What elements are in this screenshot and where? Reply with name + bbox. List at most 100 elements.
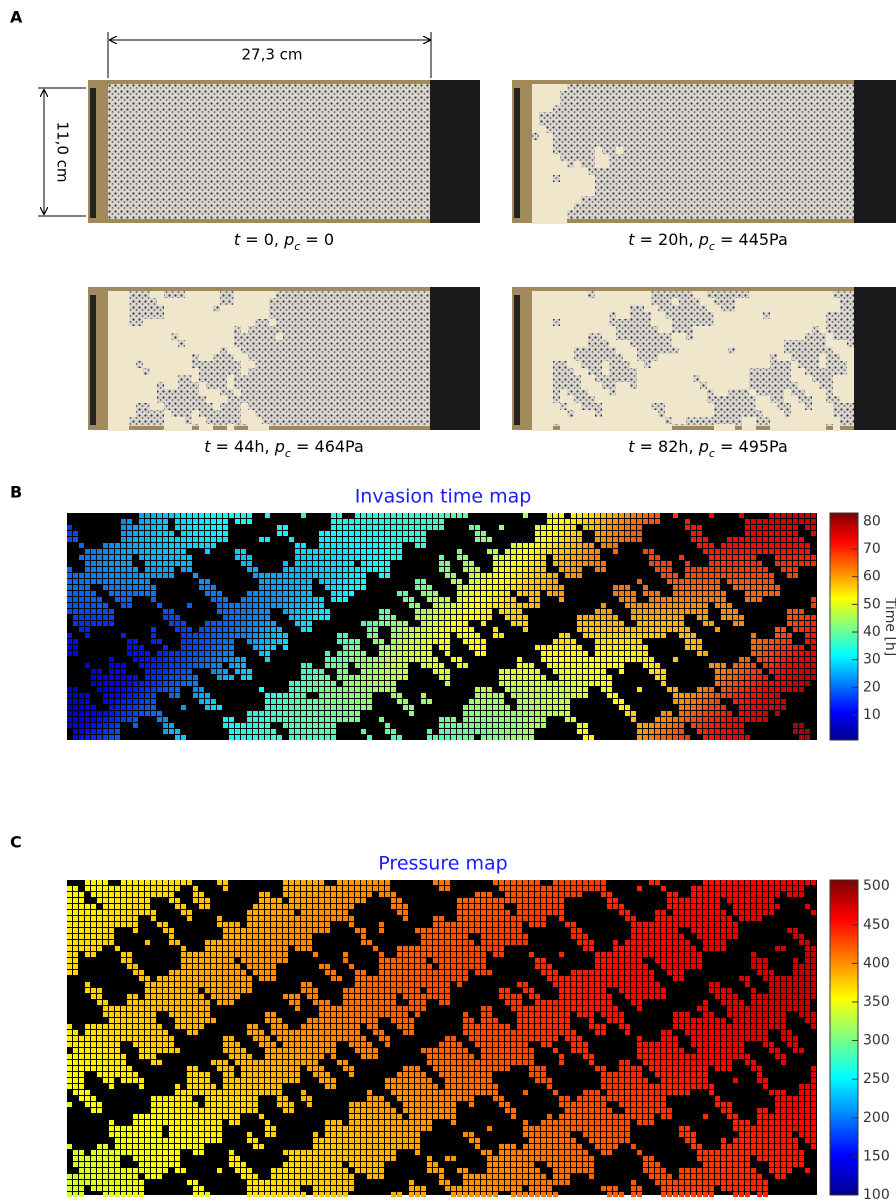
invaded bbox=[616, 382, 623, 389]
cluster bbox=[241, 1078, 246, 1083]
cluster bbox=[259, 645, 264, 650]
cluster bbox=[811, 651, 816, 656]
invaded bbox=[248, 424, 255, 431]
invaded bbox=[686, 382, 693, 389]
cluster bbox=[67, 609, 72, 614]
cluster bbox=[673, 513, 678, 518]
invaded bbox=[108, 410, 115, 417]
invaded bbox=[560, 84, 567, 91]
cluster bbox=[91, 952, 96, 957]
cluster bbox=[127, 904, 132, 909]
cluster bbox=[295, 717, 300, 722]
cluster bbox=[121, 1174, 126, 1179]
cluster bbox=[631, 645, 636, 650]
cluster bbox=[769, 645, 774, 650]
cluster bbox=[235, 735, 240, 740]
cluster bbox=[91, 886, 96, 891]
cluster bbox=[583, 675, 588, 680]
invaded bbox=[616, 424, 623, 431]
cluster bbox=[253, 928, 258, 933]
cluster bbox=[109, 681, 114, 686]
cluster bbox=[103, 615, 108, 620]
cluster bbox=[283, 579, 288, 584]
invaded bbox=[567, 347, 574, 354]
cluster bbox=[787, 561, 792, 566]
cluster bbox=[721, 717, 726, 722]
cluster bbox=[217, 958, 222, 963]
cluster bbox=[799, 675, 804, 680]
invaded bbox=[532, 203, 539, 210]
cluster bbox=[235, 1078, 240, 1083]
cluster bbox=[67, 1060, 72, 1065]
cluster bbox=[79, 928, 84, 933]
cluster bbox=[133, 711, 138, 716]
cluster bbox=[175, 1024, 180, 1029]
cluster bbox=[757, 645, 762, 650]
invaded bbox=[798, 382, 805, 389]
cluster bbox=[241, 1048, 246, 1053]
cluster bbox=[619, 657, 624, 662]
cluster bbox=[589, 735, 594, 740]
cluster bbox=[235, 988, 240, 993]
cluster bbox=[211, 1138, 216, 1143]
cluster bbox=[553, 537, 558, 542]
caption-sub: c bbox=[294, 240, 300, 253]
cluster bbox=[229, 645, 234, 650]
invaded bbox=[749, 333, 756, 340]
invaded bbox=[847, 354, 854, 361]
cluster bbox=[217, 651, 222, 656]
cluster bbox=[163, 657, 168, 662]
cluster bbox=[547, 693, 552, 698]
cluster bbox=[127, 1174, 132, 1179]
cluster bbox=[151, 639, 156, 644]
cluster bbox=[253, 723, 258, 728]
cluster bbox=[217, 1096, 222, 1101]
invaded bbox=[756, 312, 763, 319]
cluster bbox=[259, 1066, 264, 1071]
cluster bbox=[229, 717, 234, 722]
cluster bbox=[223, 1072, 228, 1077]
cluster bbox=[241, 934, 246, 939]
cluster bbox=[175, 1102, 180, 1107]
cluster bbox=[313, 717, 318, 722]
cluster bbox=[793, 687, 798, 692]
cluster bbox=[115, 675, 120, 680]
cluster bbox=[133, 904, 138, 909]
cluster bbox=[181, 1108, 186, 1113]
cluster bbox=[649, 633, 654, 638]
cluster bbox=[127, 543, 132, 548]
invaded bbox=[574, 298, 581, 305]
cluster bbox=[553, 579, 558, 584]
cluster bbox=[295, 549, 300, 554]
cluster bbox=[175, 681, 180, 686]
cluster bbox=[535, 681, 540, 686]
cluster bbox=[643, 603, 648, 608]
cluster bbox=[127, 705, 132, 710]
invaded bbox=[539, 340, 546, 347]
cluster bbox=[289, 1078, 294, 1083]
invaded bbox=[560, 340, 567, 347]
photo-edge bbox=[514, 295, 520, 425]
invaded bbox=[847, 368, 854, 375]
invaded bbox=[539, 168, 546, 175]
cluster bbox=[121, 573, 126, 578]
cluster bbox=[121, 519, 126, 524]
cluster bbox=[391, 675, 396, 680]
invaded bbox=[539, 105, 546, 112]
cluster bbox=[133, 880, 138, 885]
cluster bbox=[91, 603, 96, 608]
cluster bbox=[487, 537, 492, 542]
invaded bbox=[122, 326, 129, 333]
invaded bbox=[532, 417, 539, 424]
cluster bbox=[289, 916, 294, 921]
cluster bbox=[793, 573, 798, 578]
cluster bbox=[157, 573, 162, 578]
cluster bbox=[259, 723, 264, 728]
cluster bbox=[565, 657, 570, 662]
cluster bbox=[391, 633, 396, 638]
cluster bbox=[229, 1078, 234, 1083]
invaded bbox=[143, 382, 150, 389]
cluster bbox=[169, 669, 174, 674]
invaded bbox=[122, 291, 129, 298]
cluster bbox=[775, 627, 780, 632]
